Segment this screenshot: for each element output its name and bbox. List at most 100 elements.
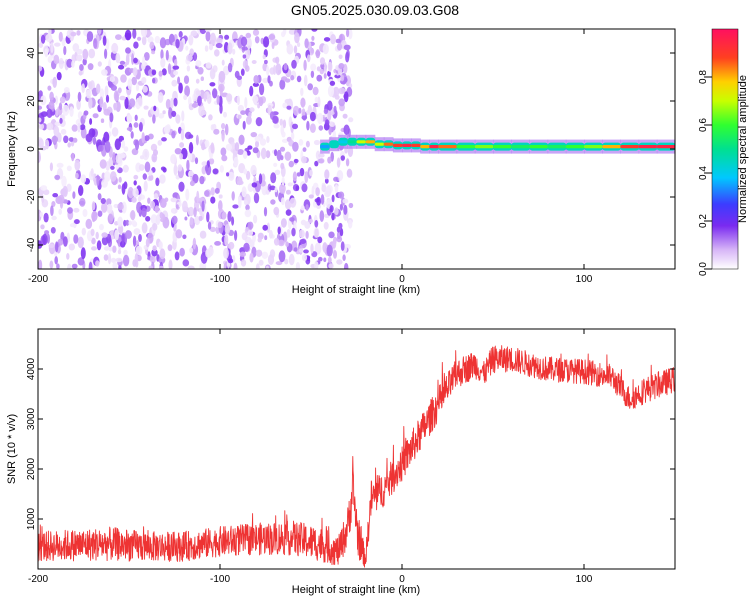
noise-speckle [123, 146, 129, 152]
noise-speckle [171, 130, 176, 139]
noise-speckle [56, 162, 64, 168]
noise-speckle [335, 38, 341, 44]
noise-speckle [266, 222, 271, 233]
noise-speckle [128, 220, 132, 226]
noise-speckle [292, 171, 297, 182]
noise-speckle [284, 151, 292, 161]
noise-speckle [210, 142, 215, 154]
noise-speckle [173, 97, 178, 107]
noise-speckle [263, 36, 270, 48]
noise-speckle [45, 33, 53, 43]
noise-speckle [53, 125, 60, 137]
noise-speckle [275, 261, 283, 266]
noise-speckle [207, 221, 212, 230]
noise-speckle [274, 186, 278, 193]
noise-speckle [244, 209, 252, 218]
noise-speckle [252, 95, 259, 103]
noise-speckle [115, 34, 122, 40]
noise-speckle [199, 29, 207, 35]
noise-speckle [125, 230, 132, 239]
noise-speckle [333, 105, 337, 114]
noise-speckle [327, 108, 332, 121]
noise-speckle [57, 194, 65, 204]
noise-speckle [121, 140, 126, 149]
colorbar: 0.0 0.2 0.4 0.6 0.8 Normalized spectral ampl… [698, 28, 749, 276]
noise-speckle [165, 49, 169, 61]
noise-speckle [224, 234, 229, 246]
noise-speckle [215, 42, 223, 49]
noise-speckle [148, 265, 153, 269]
noise-speckle [179, 153, 184, 160]
noise-speckle [317, 158, 324, 164]
noise-speckle [143, 180, 148, 192]
noise-speckle [143, 52, 150, 61]
signal-core [429, 145, 439, 149]
noise-speckle [152, 114, 156, 124]
noise-speckle [251, 60, 257, 64]
noise-speckle [75, 172, 79, 179]
noise-speckle [273, 206, 280, 216]
noise-speckle [237, 114, 242, 120]
noise-speckle [315, 187, 320, 197]
noise-speckle [318, 256, 323, 262]
noise-speckle [141, 35, 147, 46]
noise-speckle [198, 215, 203, 222]
noise-speckle [126, 127, 133, 131]
noise-speckle [112, 262, 118, 269]
noise-speckle [71, 263, 78, 269]
noise-speckle [50, 42, 54, 54]
noise-speckle [329, 80, 336, 86]
noise-speckle [123, 181, 128, 190]
noise-speckle [284, 98, 292, 104]
noise-speckle [160, 49, 164, 60]
noise-speckle [305, 140, 310, 148]
noise-speckle [139, 155, 145, 160]
noise-speckle [119, 60, 126, 65]
x-tick-label: 0 [399, 574, 405, 585]
noise-speckle [253, 214, 258, 224]
noise-speckle [281, 138, 289, 143]
noise-speckle [170, 97, 174, 109]
noise-speckle [159, 212, 164, 219]
signal-core [456, 145, 476, 149]
noise-speckle [327, 61, 333, 72]
noise-speckle [227, 62, 233, 73]
noise-speckle [59, 96, 66, 104]
noise-speckle [246, 150, 251, 156]
noise-speckle [104, 48, 108, 59]
noise-speckle [236, 95, 240, 106]
noise-speckle [199, 230, 207, 239]
noise-speckle [151, 50, 156, 55]
snr-series-line [38, 345, 675, 568]
noise-speckle [95, 231, 99, 240]
noise-speckle [74, 219, 80, 225]
noise-speckle [239, 251, 246, 257]
noise-speckle [308, 218, 313, 223]
noise-speckle [191, 103, 199, 108]
noise-speckle [119, 95, 126, 101]
noise-speckle [110, 84, 117, 91]
noise-speckle [307, 83, 314, 91]
noise-speckle [302, 147, 307, 152]
noise-speckle [293, 220, 297, 231]
noise-speckle [132, 67, 138, 77]
colorbar-tick-label: 0.4 [698, 166, 709, 180]
noise-speckle [140, 29, 148, 38]
noise-speckle [54, 174, 61, 180]
noise-speckle [183, 75, 190, 84]
noise-speckle [285, 209, 292, 216]
noise-speckle [232, 204, 239, 209]
noise-speckle [133, 180, 137, 186]
noise-speckle [97, 29, 102, 35]
noise-speckle [58, 31, 63, 42]
noise-speckle [170, 197, 177, 203]
noise-speckle [308, 194, 314, 199]
noise-speckle [54, 42, 61, 47]
noise-speckle [105, 94, 110, 103]
noise-speckle [49, 260, 54, 269]
noise-speckle [154, 35, 160, 44]
signal-core [392, 143, 403, 147]
noise-speckle [40, 185, 48, 191]
